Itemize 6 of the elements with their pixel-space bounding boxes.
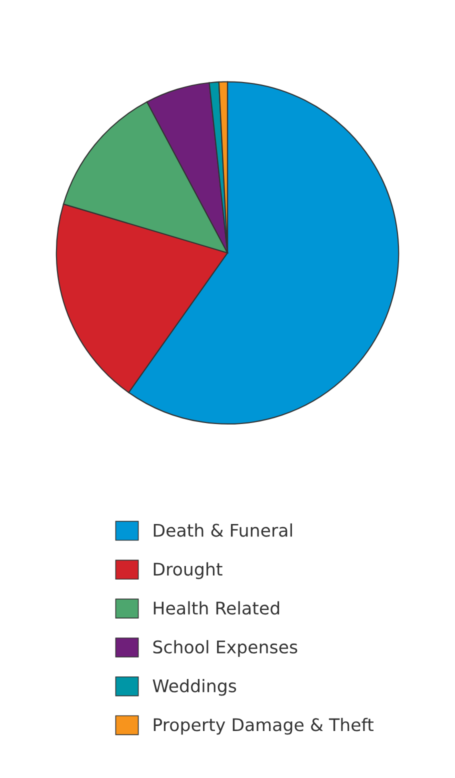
legend-label: Death & Funeral [154, 523, 292, 537]
legend-label: Health Related [154, 601, 280, 615]
legend-label: Drought [154, 562, 222, 580]
legend-label: School Expenses [153, 640, 298, 657]
legend-label: Weddings [152, 678, 236, 696]
legend-label: Property Damage & Theft [154, 718, 374, 735]
